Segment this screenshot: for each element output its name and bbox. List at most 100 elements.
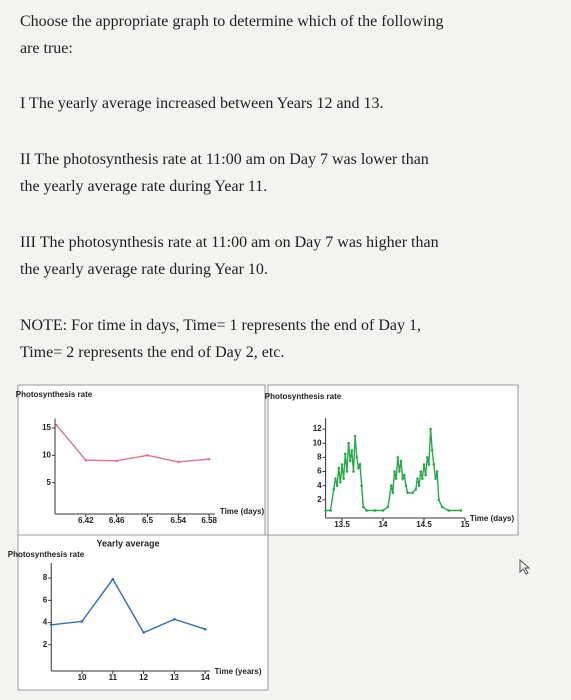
data-point [411, 491, 414, 495]
x-tick-label: 6.54 [171, 516, 187, 525]
y-tick-label: 4 [43, 618, 48, 627]
data-point [146, 454, 149, 457]
x-tick-label: 6.5 [142, 516, 154, 525]
data-point [391, 491, 395, 495]
data-point [419, 470, 423, 473]
y-tick-label: 15 [42, 423, 51, 432]
data-point [339, 480, 342, 484]
data-point [401, 477, 404, 480]
y-tick-label: 10 [42, 450, 51, 459]
x-tick-label: 6.58 [201, 516, 217, 525]
data-point [432, 463, 436, 466]
data-point [447, 509, 450, 512]
y-tick-label: 8 [317, 452, 322, 461]
data-line [55, 424, 210, 463]
data-point [337, 466, 341, 470]
data-point [403, 473, 406, 477]
x-tick-label: 14 [379, 520, 388, 529]
data-point [417, 484, 421, 487]
data-point [203, 627, 207, 631]
x-tick-label: 12 [139, 673, 148, 682]
x-tick-label: 13.5 [334, 520, 350, 529]
data-point [350, 449, 354, 452]
data-point [173, 617, 176, 621]
data-point [347, 441, 350, 445]
data-point [424, 473, 427, 477]
data-point [394, 477, 398, 480]
data-point [381, 509, 385, 512]
data-point [427, 463, 431, 466]
data-point [334, 477, 337, 480]
data-line [51, 577, 206, 634]
data-point [142, 631, 145, 634]
y-tick-label: 4 [317, 481, 322, 490]
chart-frame [17, 534, 269, 691]
y-tick-label: 2 [43, 640, 48, 649]
data-point [396, 456, 400, 459]
data-point [389, 484, 393, 487]
x-tick-label: 6.42 [78, 516, 94, 525]
data-point [430, 449, 434, 452]
data-point [177, 460, 180, 464]
data-point [404, 484, 408, 487]
x-tick-label: 10 [78, 673, 87, 682]
data-point [340, 463, 344, 466]
data-point [398, 470, 401, 473]
data-point [360, 484, 363, 487]
data-point [386, 505, 390, 509]
x-axis-label: Time (years) [215, 667, 262, 676]
data-point [373, 509, 377, 512]
x-tick-label: 13 [170, 673, 179, 682]
y-tick-label: 2 [317, 495, 322, 504]
data-point [435, 470, 439, 473]
y-tick-label: 6 [43, 595, 48, 604]
data-point [324, 509, 327, 512]
data-point [358, 463, 362, 466]
data-point [80, 620, 84, 623]
data-point [429, 427, 432, 431]
data-point [84, 458, 88, 462]
x-tick-label: 14.5 [416, 520, 432, 529]
x-tick-label: 14 [201, 673, 210, 682]
data-point [362, 505, 365, 509]
statement: I The yearly average increased between Y… [20, 95, 384, 112]
y-tick-label: 8 [43, 573, 48, 582]
y-tick-label: 6 [317, 467, 322, 476]
data-point [352, 470, 355, 473]
chart-frame [17, 384, 266, 536]
data-point [399, 459, 403, 463]
data-point [332, 487, 336, 491]
cursor [519, 558, 531, 575]
data-point [422, 463, 426, 466]
data-point [437, 498, 441, 502]
x-tick-label: 11 [109, 673, 118, 682]
x-axis-label: Time (days) [470, 514, 515, 523]
data-point [335, 484, 339, 487]
x-tick-label: 15 [461, 520, 470, 529]
data-point [345, 470, 349, 473]
data-point [440, 505, 444, 509]
data-point [416, 477, 419, 480]
data-point [111, 577, 115, 581]
chart-title: Yearly average [96, 538, 159, 548]
x-axis-label: Time (days) [220, 507, 265, 516]
data-point [55, 423, 58, 427]
y-tick-label: 12 [313, 424, 322, 433]
data-point [406, 491, 409, 495]
chart-frame [267, 384, 519, 536]
data-point [353, 434, 357, 438]
data-point [343, 452, 347, 456]
data-point [425, 456, 429, 459]
y-tick-label: 10 [313, 438, 322, 447]
statement: II The photosynthesis rate at 11:00 am o… [20, 151, 429, 195]
data-point [357, 466, 360, 470]
data-point [434, 477, 437, 480]
data-point [329, 509, 332, 512]
statement: III The photosynthesis rate at 11:00 am … [20, 234, 439, 278]
data-point [414, 487, 418, 491]
question-intro: Choose the appropriate graph to determin… [20, 13, 444, 57]
data-point [459, 509, 463, 512]
data-point [49, 623, 53, 627]
data-point [393, 470, 396, 473]
